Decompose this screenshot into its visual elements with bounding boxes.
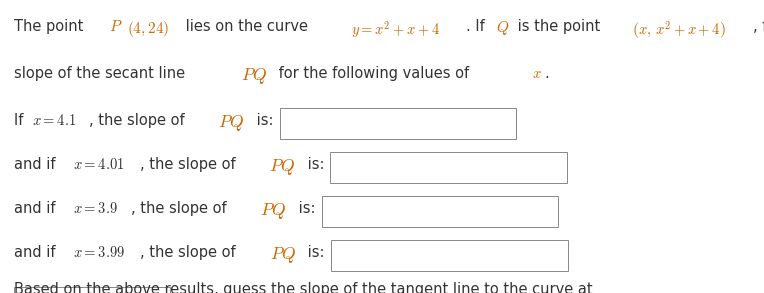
Text: $x = 4.1$: $x = 4.1$: [32, 113, 76, 128]
FancyBboxPatch shape: [280, 108, 516, 139]
Text: If: If: [14, 113, 28, 128]
Text: .: .: [545, 66, 549, 81]
Text: $\mathit{PQ}$: $\mathit{PQ}$: [219, 113, 244, 133]
Text: is:: is:: [294, 201, 316, 216]
Text: and if: and if: [14, 201, 60, 216]
Text: $\mathit{P}$: $\mathit{P}$: [109, 19, 123, 34]
Text: and if: and if: [14, 245, 60, 260]
Text: $(4, 24)$: $(4, 24)$: [127, 19, 169, 39]
Text: , the slope of: , the slope of: [89, 113, 189, 128]
Text: and if: and if: [14, 157, 60, 172]
Text: $Q$: $Q$: [497, 19, 510, 37]
Text: for the following values of: for the following values of: [274, 66, 474, 81]
Text: lies on the curve: lies on the curve: [181, 19, 312, 34]
Text: $\mathit{PQ}$: $\mathit{PQ}$: [261, 201, 286, 221]
Text: $\mathit{PQ}$: $\mathit{PQ}$: [270, 245, 296, 265]
Text: $x$: $x$: [532, 66, 542, 81]
Text: , the slope of: , the slope of: [140, 157, 240, 172]
Text: $\left(x,\, x^2 + x + 4\right)$: $\left(x,\, x^2 + x + 4\right)$: [632, 19, 726, 41]
Text: is:: is:: [303, 157, 324, 172]
Text: $\mathit{PQ}$: $\mathit{PQ}$: [241, 66, 267, 86]
Text: $y = x^2 + x + 4$: $y = x^2 + x + 4$: [351, 19, 440, 40]
Text: $x = 3.99$: $x = 3.99$: [73, 245, 125, 260]
FancyBboxPatch shape: [14, 287, 170, 293]
Text: is:: is:: [252, 113, 274, 128]
Text: is the point: is the point: [513, 19, 605, 34]
Text: . If: . If: [466, 19, 490, 34]
Text: , the slope of: , the slope of: [131, 201, 231, 216]
Text: , the slope of: , the slope of: [141, 245, 241, 260]
Text: is:: is:: [303, 245, 325, 260]
FancyBboxPatch shape: [330, 152, 567, 183]
Text: , find the: , find the: [753, 19, 764, 34]
FancyBboxPatch shape: [322, 196, 558, 227]
FancyBboxPatch shape: [331, 240, 568, 271]
Text: $x = 3.9$: $x = 3.9$: [73, 201, 118, 216]
Text: Based on the above results, guess the slope of the tangent line to the curve at: Based on the above results, guess the sl…: [14, 282, 597, 293]
Text: slope of the secant line: slope of the secant line: [14, 66, 189, 81]
Text: $x = 4.01$: $x = 4.01$: [73, 157, 125, 172]
Text: $\mathit{PQ}$: $\mathit{PQ}$: [269, 157, 295, 177]
Text: The point: The point: [14, 19, 88, 34]
